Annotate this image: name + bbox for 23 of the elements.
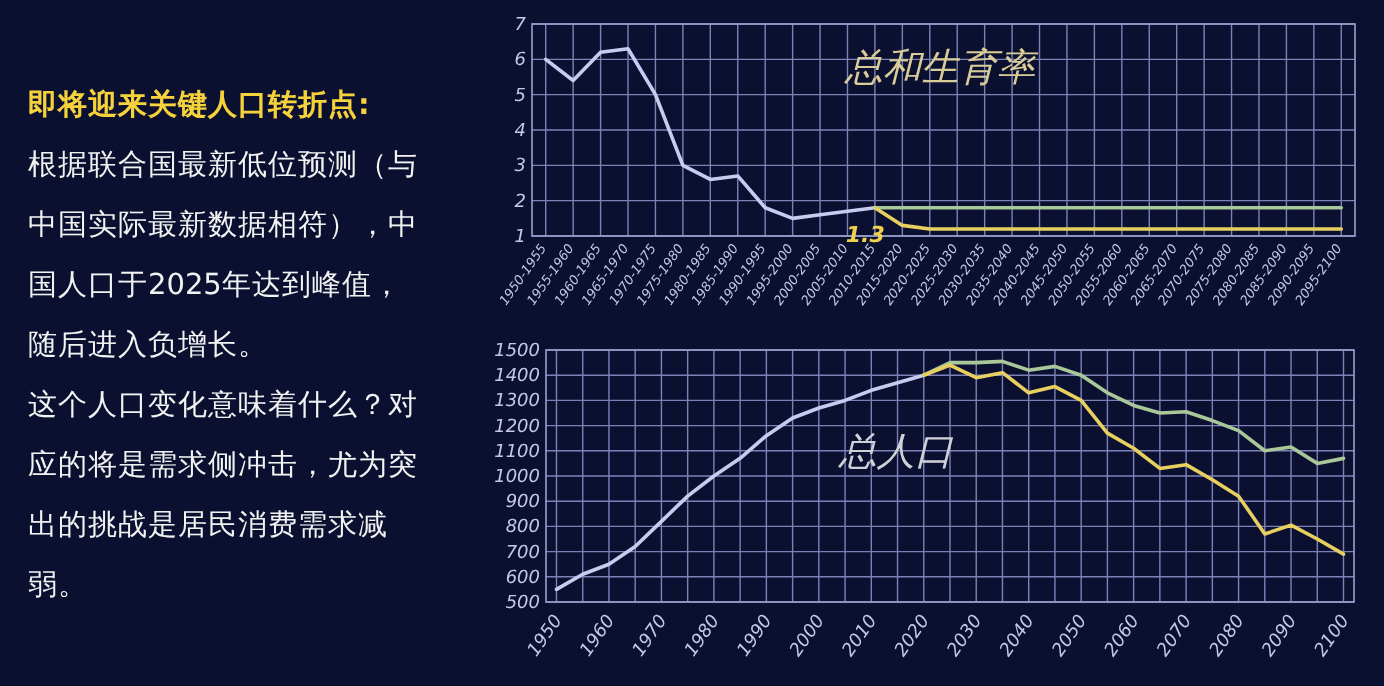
text: 根据联合国最新低位预测（与中国实际最新数据相符），中国人口于2025年达到峰值，随后进入负增长。 (28, 147, 420, 366)
y-tick-label: 6 (514, 51, 527, 72)
y-tick-label: 900 (505, 493, 541, 514)
y-tick-label: 1300 (494, 392, 541, 413)
y-tick-label: 700 (505, 543, 541, 564)
y-tick-label: 1000 (494, 468, 541, 488)
y-tick-label: 800 (505, 518, 541, 539)
y-tick-label: 1 (514, 228, 526, 248)
y-tick-label: 1500 (494, 342, 541, 362)
y-tick-label: 1400 (494, 367, 541, 388)
y-tick-label: 5 (514, 86, 527, 107)
y-tick-label: 7 (514, 16, 527, 36)
y-tick-label: 1200 (494, 417, 541, 438)
y-tick-label: 3 (514, 157, 527, 178)
line-series (921, 359, 1346, 466)
text: 这个人口变化意味着什么？对应的将是需求侧冲击，尤为突出的挑战是居民消费需求减弱。 (28, 387, 420, 606)
y-tick-label: 1100 (494, 442, 541, 463)
y-tick-label: 500 (505, 594, 541, 614)
line-series (921, 363, 1346, 556)
text: 即将迎来关键人口转折点: (28, 86, 372, 126)
y-tick-label: 4 (514, 122, 527, 142)
y-tick-label: 2 (514, 192, 527, 213)
y-tick-label: 600 (505, 568, 541, 589)
